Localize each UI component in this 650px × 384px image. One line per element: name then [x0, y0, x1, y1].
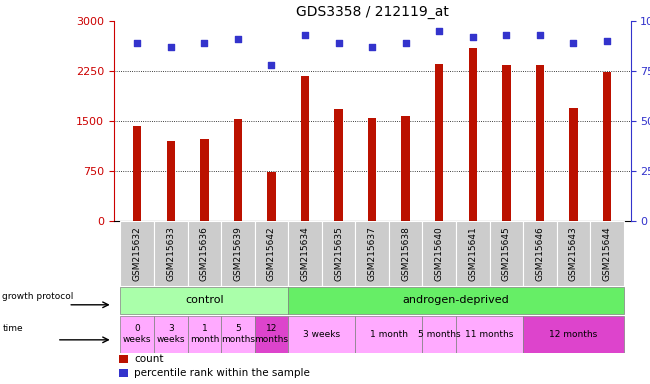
Point	[199, 40, 209, 46]
Bar	[234, 119, 242, 221]
Point	[568, 40, 578, 46]
Bar	[523, 316, 624, 353]
Text: time: time	[3, 324, 23, 333]
Point	[400, 40, 411, 46]
Point	[132, 40, 142, 46]
Bar	[188, 221, 221, 286]
Bar	[119, 369, 128, 377]
Text: 11 months: 11 months	[465, 329, 514, 339]
Bar	[356, 221, 389, 286]
Point	[166, 44, 176, 50]
Bar	[301, 76, 309, 221]
Bar	[120, 286, 288, 314]
Bar	[456, 221, 489, 286]
Bar	[603, 72, 611, 221]
Bar	[120, 316, 154, 353]
Bar	[120, 221, 154, 286]
Text: 5
months: 5 months	[221, 324, 255, 344]
Text: GSM215640: GSM215640	[435, 226, 444, 281]
Bar	[267, 172, 276, 221]
Bar	[166, 141, 175, 221]
Point	[434, 28, 445, 34]
Bar	[221, 221, 255, 286]
Text: 5 months: 5 months	[418, 329, 461, 339]
Bar	[188, 316, 221, 353]
Bar	[154, 221, 188, 286]
Bar	[422, 316, 456, 353]
Bar	[536, 65, 544, 221]
Text: GSM215634: GSM215634	[300, 226, 309, 281]
Text: percentile rank within the sample: percentile rank within the sample	[135, 368, 310, 378]
Text: GSM215637: GSM215637	[368, 226, 376, 281]
Bar	[288, 286, 624, 314]
Bar	[389, 221, 422, 286]
Text: androgen-deprived: androgen-deprived	[402, 295, 510, 306]
Text: growth protocol: growth protocol	[3, 292, 73, 301]
Text: 0
weeks: 0 weeks	[123, 324, 151, 344]
Bar	[334, 109, 343, 221]
Bar	[502, 65, 510, 221]
Text: GSM215639: GSM215639	[233, 226, 242, 281]
Bar	[402, 116, 410, 221]
Bar	[469, 48, 477, 221]
Text: GSM215636: GSM215636	[200, 226, 209, 281]
Text: control: control	[185, 295, 224, 306]
Bar	[255, 221, 288, 286]
Text: 1 month: 1 month	[370, 329, 408, 339]
Text: 1
month: 1 month	[190, 324, 219, 344]
Bar	[255, 316, 288, 353]
Text: 3
weeks: 3 weeks	[157, 324, 185, 344]
Point	[467, 34, 478, 40]
Text: GSM215645: GSM215645	[502, 226, 511, 281]
Bar	[288, 316, 356, 353]
Bar	[368, 118, 376, 221]
Point	[501, 32, 512, 38]
Text: GSM215643: GSM215643	[569, 226, 578, 281]
Text: 12 months: 12 months	[549, 329, 597, 339]
Point	[233, 36, 243, 42]
Bar	[456, 316, 523, 353]
Bar	[322, 221, 356, 286]
Text: GSM215635: GSM215635	[334, 226, 343, 281]
Text: GSM215646: GSM215646	[536, 226, 545, 281]
Bar	[489, 221, 523, 286]
Bar	[422, 221, 456, 286]
Point	[535, 32, 545, 38]
Bar	[154, 316, 188, 353]
Text: count: count	[135, 354, 164, 364]
Text: 12
months: 12 months	[254, 324, 289, 344]
Point	[333, 40, 344, 46]
Text: 3 weeks: 3 weeks	[304, 329, 341, 339]
Text: GSM215641: GSM215641	[468, 226, 477, 281]
Text: GSM215633: GSM215633	[166, 226, 176, 281]
Bar	[133, 126, 142, 221]
Bar	[119, 355, 128, 362]
Bar	[523, 221, 556, 286]
Bar	[221, 316, 255, 353]
Bar	[435, 65, 443, 221]
Bar	[356, 316, 422, 353]
Point	[266, 62, 277, 68]
Bar	[590, 221, 624, 286]
Title: GDS3358 / 212119_at: GDS3358 / 212119_at	[296, 5, 448, 19]
Bar	[288, 221, 322, 286]
Bar	[200, 139, 209, 221]
Text: GSM215632: GSM215632	[133, 226, 142, 281]
Bar	[556, 221, 590, 286]
Point	[300, 32, 310, 38]
Point	[367, 44, 377, 50]
Text: GSM215638: GSM215638	[401, 226, 410, 281]
Text: GSM215644: GSM215644	[603, 226, 612, 281]
Point	[602, 38, 612, 44]
Text: GSM215642: GSM215642	[267, 226, 276, 281]
Bar	[569, 108, 578, 221]
